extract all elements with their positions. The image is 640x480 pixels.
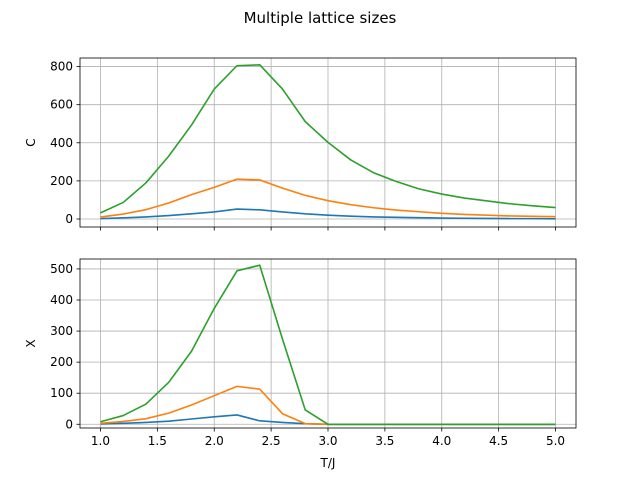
x-tick-label: 3.5 <box>375 434 394 448</box>
x-axis-label: T/J <box>320 456 336 470</box>
y-tick-label: 300 <box>50 324 73 338</box>
y-tick-label: 800 <box>50 60 73 74</box>
series-line-3 <box>100 264 556 426</box>
x-tick-label: 2.5 <box>262 434 281 448</box>
series-line-3 <box>100 64 556 214</box>
y-tick-label: 400 <box>50 293 73 307</box>
y-tick-label: 400 <box>50 136 73 150</box>
x-tick-label: 1.5 <box>148 434 167 448</box>
y-axis-label: X <box>24 339 38 347</box>
top-subplot: 0 200 400 600 800 C <box>24 57 577 231</box>
y-tick-label: 0 <box>65 212 73 226</box>
x-tick-label: 1.0 <box>91 434 110 448</box>
y-tick-label: 500 <box>50 262 73 276</box>
x-tick-label: 2.0 <box>205 434 224 448</box>
y-tick-label: 0 <box>65 417 73 431</box>
x-tick-label: 4.5 <box>489 434 508 448</box>
series-line-1 <box>100 208 556 220</box>
series-line-2 <box>100 178 556 218</box>
figure-title: Multiple lattice sizes <box>243 9 397 27</box>
x-tick-label: 5.0 <box>546 434 565 448</box>
y-tick-label: 100 <box>50 386 73 400</box>
y-tick-label: 200 <box>50 174 73 188</box>
y-axis-label: C <box>24 138 38 146</box>
x-tick-label: 4.0 <box>432 434 451 448</box>
y-tick-label: 200 <box>50 355 73 369</box>
x-tick-label: 3.0 <box>318 434 337 448</box>
y-tick-label: 600 <box>50 98 73 112</box>
bottom-subplot: 1.0 1.5 2.0 2.5 3.0 3.5 4.0 4.5 5.0 0 100 200 300 400… <box>24 258 577 470</box>
